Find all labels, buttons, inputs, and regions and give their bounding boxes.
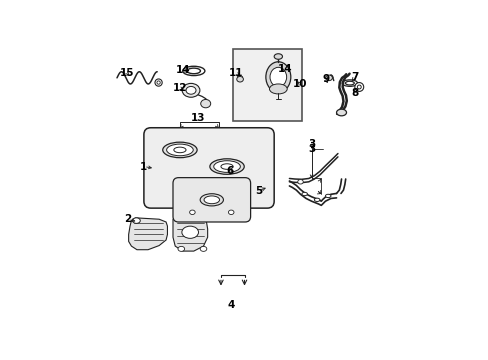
Ellipse shape — [228, 210, 233, 215]
Ellipse shape — [172, 130, 187, 135]
Ellipse shape — [203, 196, 219, 204]
Ellipse shape — [274, 54, 282, 59]
FancyBboxPatch shape — [143, 128, 274, 208]
Text: 14: 14 — [277, 64, 291, 74]
Ellipse shape — [314, 198, 319, 202]
Ellipse shape — [269, 67, 286, 87]
Text: 2: 2 — [124, 214, 131, 224]
Ellipse shape — [236, 76, 243, 82]
Ellipse shape — [236, 167, 242, 172]
Ellipse shape — [132, 218, 140, 223]
Ellipse shape — [178, 246, 184, 251]
Text: 12: 12 — [172, 83, 187, 93]
Text: 15: 15 — [120, 68, 134, 78]
Ellipse shape — [155, 79, 162, 86]
Ellipse shape — [297, 180, 303, 184]
Ellipse shape — [272, 67, 294, 77]
Ellipse shape — [187, 68, 200, 74]
Text: 10: 10 — [293, 79, 307, 89]
Ellipse shape — [157, 81, 160, 84]
Ellipse shape — [357, 85, 361, 89]
Bar — [232, 49, 301, 121]
Ellipse shape — [269, 84, 286, 94]
Text: 4: 4 — [227, 300, 234, 310]
Ellipse shape — [211, 130, 225, 135]
Ellipse shape — [166, 144, 193, 156]
Text: 13: 13 — [190, 113, 205, 123]
Ellipse shape — [200, 246, 206, 251]
Text: 14: 14 — [176, 66, 190, 75]
Ellipse shape — [336, 109, 346, 116]
Ellipse shape — [325, 75, 332, 81]
Ellipse shape — [345, 81, 354, 85]
Text: 11: 11 — [228, 68, 243, 78]
Ellipse shape — [173, 147, 185, 153]
Ellipse shape — [168, 127, 191, 138]
Ellipse shape — [213, 161, 240, 172]
Ellipse shape — [301, 192, 307, 195]
Text: 7: 7 — [350, 72, 358, 82]
Text: 9: 9 — [322, 74, 329, 84]
Text: 1: 1 — [140, 162, 147, 172]
Ellipse shape — [183, 66, 204, 76]
Text: 3: 3 — [307, 144, 315, 153]
Text: 5: 5 — [255, 186, 262, 196]
Ellipse shape — [185, 86, 196, 94]
Ellipse shape — [207, 127, 230, 138]
Ellipse shape — [276, 69, 289, 75]
Text: 6: 6 — [226, 166, 233, 176]
Ellipse shape — [265, 62, 290, 92]
Ellipse shape — [325, 194, 330, 198]
Ellipse shape — [342, 80, 357, 86]
Polygon shape — [128, 218, 167, 250]
Ellipse shape — [182, 84, 200, 97]
Ellipse shape — [182, 226, 198, 238]
Polygon shape — [173, 214, 207, 251]
Text: 8: 8 — [350, 88, 358, 98]
Ellipse shape — [354, 82, 363, 91]
Ellipse shape — [221, 164, 233, 169]
Ellipse shape — [163, 142, 197, 158]
FancyBboxPatch shape — [173, 177, 250, 222]
Ellipse shape — [200, 99, 210, 108]
Ellipse shape — [200, 194, 223, 206]
Ellipse shape — [189, 210, 195, 215]
Text: 3: 3 — [307, 139, 315, 149]
Ellipse shape — [209, 159, 244, 174]
